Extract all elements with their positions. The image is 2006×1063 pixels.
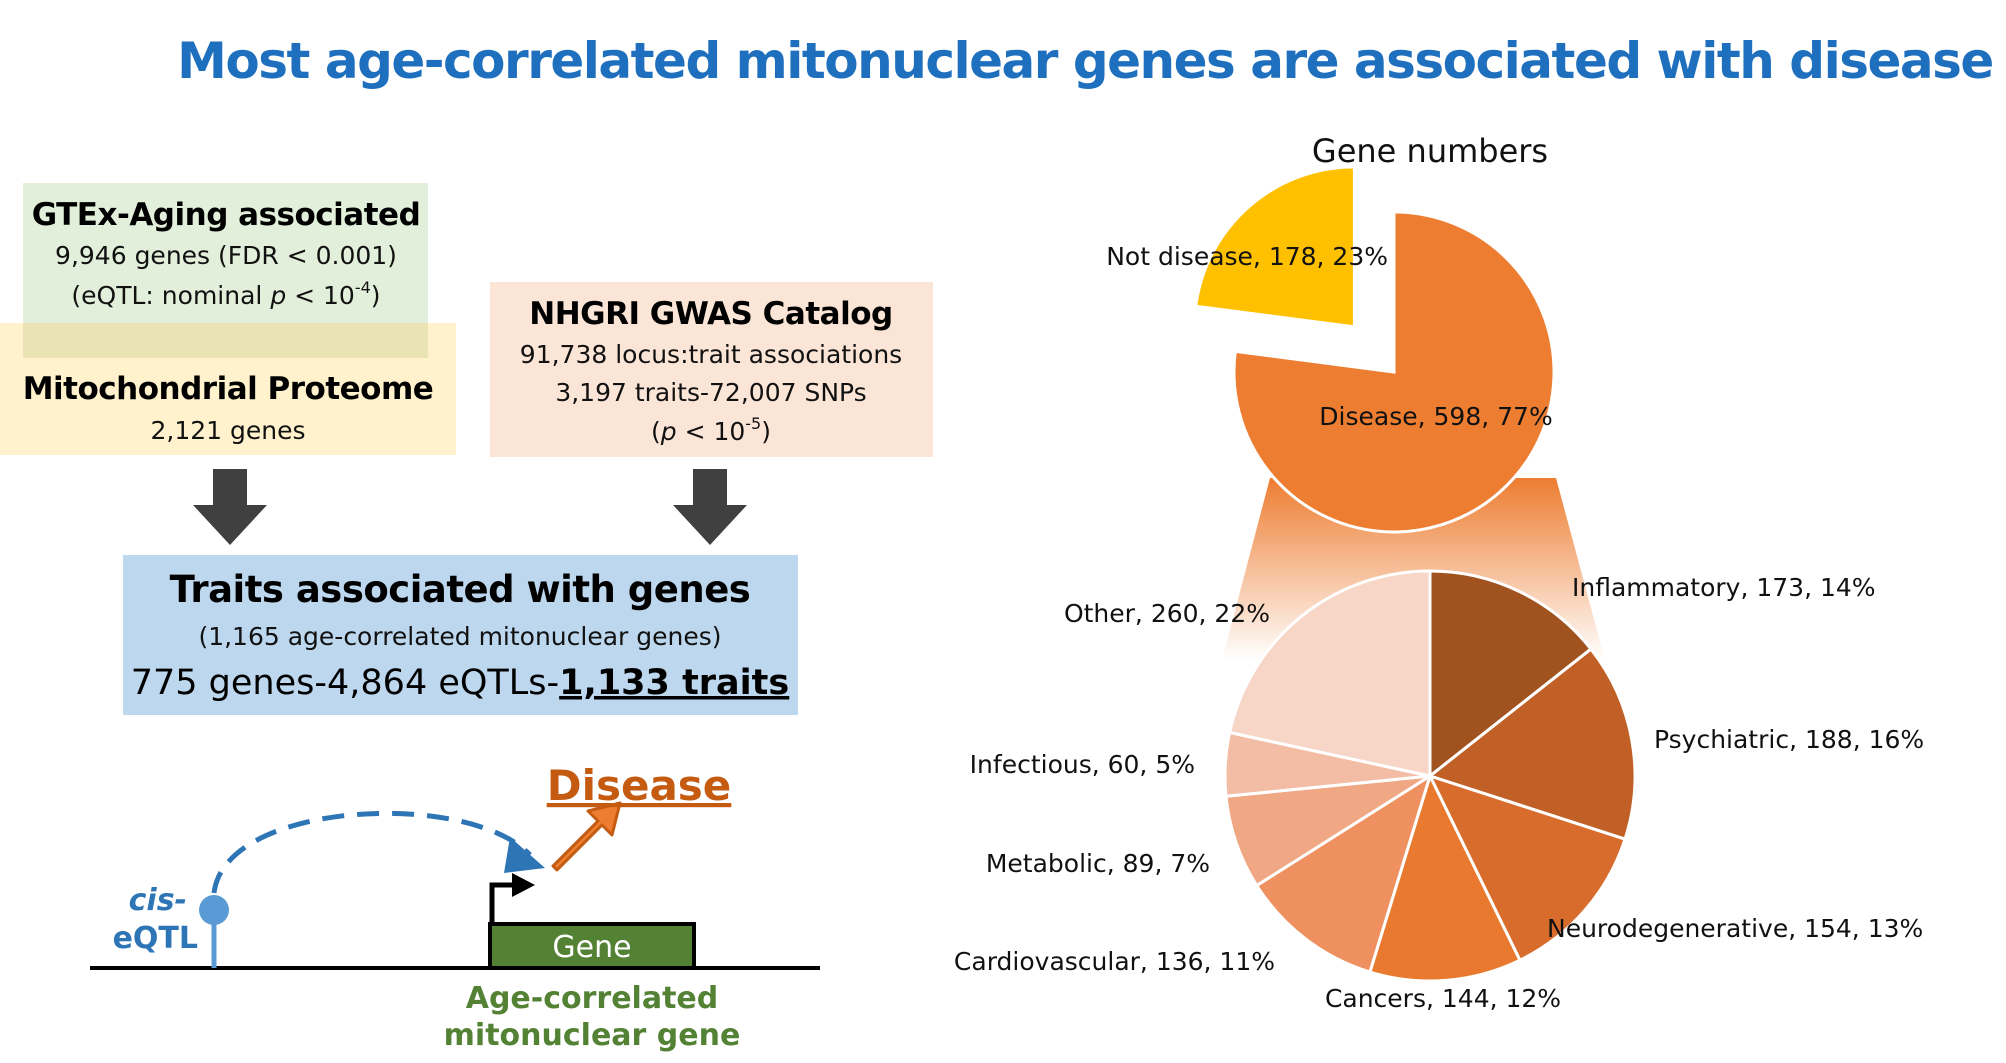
disease-label: Disease xyxy=(547,761,732,810)
gwas-title: NHGRI GWAS Catalog xyxy=(529,296,892,332)
page-title: Most age-correlated mitonuclear genes ar… xyxy=(177,32,1993,90)
pie-label-infectious: Infectious, 60, 5% xyxy=(970,750,1195,779)
gtex-line2: (eQTL: nominal p < 10-4) xyxy=(71,278,380,310)
bottom-pie xyxy=(1223,569,1637,983)
top-pie xyxy=(1194,165,1556,534)
traits-title: Traits associated with genes xyxy=(170,568,751,611)
pie-slice-cardiovascular xyxy=(1254,772,1433,974)
down-arrow-left xyxy=(193,469,267,545)
gwas-box xyxy=(490,282,933,457)
gene-label: Gene xyxy=(552,930,631,965)
gene-caption-2: mitonuclear gene xyxy=(444,1018,741,1053)
gwas-line1: 91,738 locus:trait associations xyxy=(520,340,902,369)
gene-box xyxy=(488,922,696,970)
eqtl-effect-arrowhead xyxy=(504,837,545,873)
traits-summary: 775 genes-4,864 eQTLs-1,133 traits xyxy=(131,663,790,703)
traits-box xyxy=(123,555,798,715)
cis-label: cis- xyxy=(129,883,187,918)
pie-slice-disease xyxy=(1232,210,1556,534)
pie-slice-inflammatory xyxy=(1428,569,1594,780)
pie-slice-not-disease xyxy=(1194,165,1356,329)
pie-slice-neurodegenerative xyxy=(1427,773,1627,963)
pie-slice-cancers xyxy=(1368,771,1522,983)
pie-label-psychiatric: Psychiatric, 188, 16% xyxy=(1654,725,1924,754)
overlap-region xyxy=(23,323,428,358)
pie-label-not-disease: Not disease, 178, 23% xyxy=(1106,242,1388,271)
gwas-line3: (p < 10-5) xyxy=(651,414,771,446)
disease-arrow xyxy=(551,801,622,872)
pie-label-other: Other, 260, 22% xyxy=(1064,599,1270,628)
pie-label-metabolic: Metabolic, 89, 7% xyxy=(986,849,1210,878)
mito-title: Mitochondrial Proteome xyxy=(23,371,434,407)
promoter-arrowhead xyxy=(512,873,535,897)
pie-label-neurodegenerative: Neurodegenerative, 154, 13% xyxy=(1547,914,1923,943)
pie-slice-other xyxy=(1227,569,1432,778)
gtex-line1: 9,946 genes (FDR < 0.001) xyxy=(55,241,397,270)
pie-label-cancers: Cancers, 144, 12% xyxy=(1325,984,1561,1013)
pie-title: Gene numbers xyxy=(1312,132,1548,170)
eqtl-label: eQTL xyxy=(113,921,198,956)
promoter-arrow xyxy=(489,882,515,924)
down-arrow-right xyxy=(673,469,747,545)
eqtl-marker xyxy=(199,895,229,925)
pie-label-inflammatory: Inflammatory, 173, 14% xyxy=(1572,573,1876,602)
gwas-line2: 3,197 traits-72,007 SNPs xyxy=(555,378,866,407)
pie-label-cardiovascular: Cardiovascular, 136, 11% xyxy=(954,947,1275,976)
eqtl-effect-curve xyxy=(211,810,532,894)
gtex-title: GTEx-Aging associated xyxy=(32,197,421,233)
pie-label-disease: Disease, 598, 77% xyxy=(1319,402,1552,431)
mito-line1: 2,121 genes xyxy=(150,416,305,445)
gene-caption-1: Age-correlated xyxy=(466,981,719,1016)
traits-subtitle: (1,165 age-correlated mitonuclear genes) xyxy=(198,622,721,651)
